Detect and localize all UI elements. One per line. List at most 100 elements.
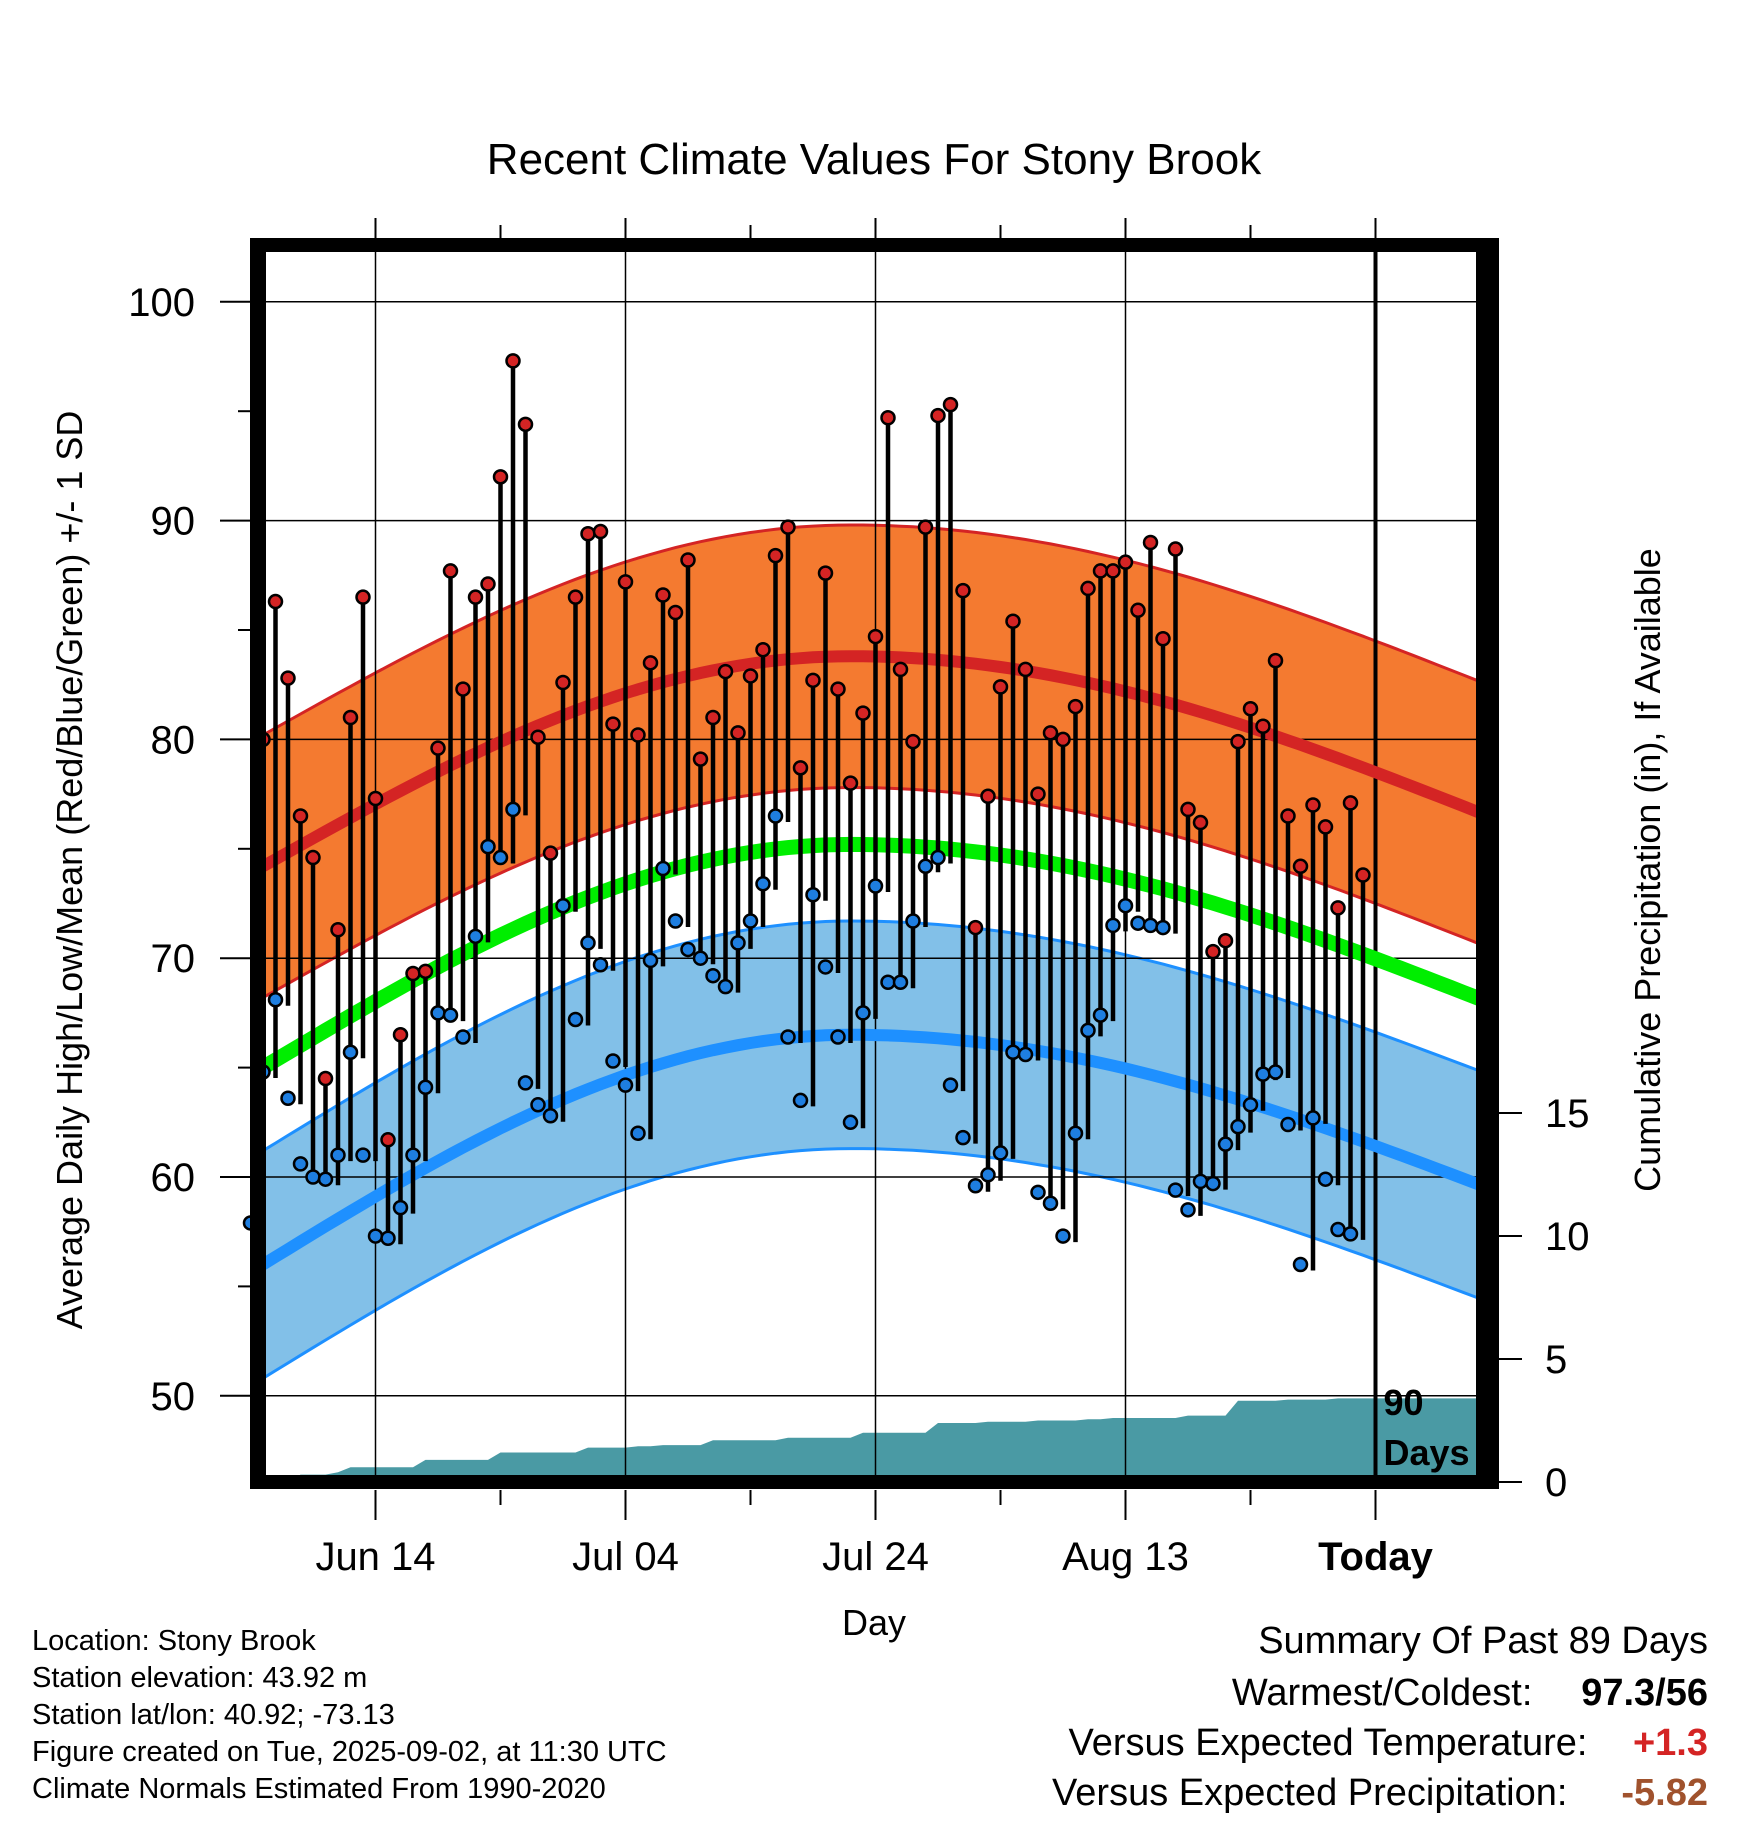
daily-high-point [1330, 900, 1346, 916]
daily-high-point [692, 751, 709, 767]
daily-high-point [1005, 613, 1021, 629]
daily-high-point [1280, 808, 1296, 824]
daily-high-point [1255, 718, 1271, 735]
daily-low-point [817, 959, 834, 975]
y2-axis-title: Cumulative Precipitation (in), If Availa… [1627, 548, 1668, 1192]
info-normals: Climate Normals Estimated From 1990-2020 [32, 1773, 606, 1805]
daily-high-point [655, 587, 671, 603]
daily-low-point [967, 1178, 984, 1194]
daily-high-point [580, 525, 596, 542]
daily-low-point [780, 1029, 796, 1045]
daily-low-point [442, 1007, 459, 1023]
daily-high-point [867, 628, 884, 645]
daily-low-point [930, 849, 946, 866]
daily-low-point [267, 992, 284, 1008]
daily-low-point [805, 886, 821, 903]
y2-tick-label: 10 [1545, 1215, 1590, 1259]
daily-low-point [1305, 1110, 1321, 1126]
daily-low-point [1217, 1136, 1234, 1152]
daily-high-point [1180, 801, 1196, 818]
daily-low-point [742, 913, 759, 929]
daily-high-point [905, 733, 921, 750]
daily-high-point [505, 353, 521, 369]
daily-low-point [617, 1077, 634, 1093]
daily-high-point [642, 655, 659, 671]
daily-high-point [380, 1132, 396, 1148]
daily-high-point [267, 593, 284, 610]
y-tick-label: 80 [151, 718, 196, 762]
daily-low-point [392, 1199, 409, 1216]
daily-low-point [567, 1011, 584, 1028]
daily-high-point [967, 919, 984, 936]
daily-low-point [1167, 1182, 1184, 1198]
daily-low-point [530, 1097, 546, 1113]
daily-low-point [955, 1129, 971, 1146]
daily-low-point [1055, 1228, 1071, 1244]
daily-high-point [955, 582, 971, 599]
daily-high-point [1130, 602, 1146, 619]
daily-low-point [1117, 897, 1134, 914]
daily-high-point [1205, 943, 1221, 960]
summary-temp-label: Versus Expected Temperature: [1068, 1722, 1588, 1764]
daily-low-point [1280, 1116, 1296, 1133]
daily-high-point [617, 574, 634, 590]
daily-low-point [367, 1228, 384, 1244]
daily-high-point [280, 670, 296, 686]
daily-observations [242, 353, 1371, 1273]
daily-high-point [630, 727, 646, 743]
daily-low-point [1005, 1044, 1021, 1061]
daily-high-point [480, 576, 496, 592]
daily-low-point [680, 941, 696, 958]
summary-warm-cold-label: Warmest/Coldest: [1231, 1672, 1533, 1714]
x-tick-label: Jun 14 [315, 1535, 435, 1579]
daily-high-point [305, 849, 321, 866]
daily-high-point [605, 716, 621, 732]
daily-low-point [480, 838, 496, 855]
daily-high-point [417, 963, 434, 980]
daily-low-point [292, 1156, 309, 1172]
daily-low-point [867, 878, 884, 894]
daily-high-point [555, 674, 571, 691]
daily-high-point [992, 679, 1009, 695]
daily-low-point [642, 952, 659, 969]
daily-high-point [705, 709, 721, 726]
daily-high-point [317, 1070, 334, 1087]
daily-low-point [917, 858, 934, 875]
daily-high-point [1267, 652, 1284, 669]
x-tick-label: Aug 13 [1062, 1535, 1189, 1579]
daily-high-point [942, 396, 959, 413]
daily-low-point [730, 935, 746, 951]
daily-low-point [1105, 917, 1121, 934]
daily-low-point [592, 957, 609, 973]
daily-low-point [1067, 1125, 1084, 1141]
today-window-label: 90 [1384, 1382, 1424, 1423]
x-axis-title: Day [842, 1602, 906, 1643]
daily-high-point [805, 672, 821, 689]
low-normal-line [259, 1028, 1491, 1270]
daily-low-point [692, 950, 709, 966]
daily-high-point [792, 760, 809, 776]
daily-high-point [742, 668, 759, 684]
daily-high-point [1192, 814, 1209, 831]
daily-low-point [942, 1077, 959, 1093]
daily-high-point [1167, 541, 1184, 557]
daily-high-point [817, 565, 834, 581]
x-tick-label: Jul 04 [572, 1535, 679, 1579]
daily-high-point [1155, 631, 1171, 647]
daily-low-point [717, 978, 734, 995]
daily-high-point [880, 410, 896, 426]
daily-low-point [1342, 1226, 1359, 1242]
daily-low-point [505, 801, 521, 818]
daily-low-point [667, 913, 684, 929]
daily-high-point [355, 589, 371, 605]
daily-low-point [380, 1230, 396, 1247]
daily-high-point [830, 681, 846, 697]
daily-low-point [1080, 1022, 1096, 1039]
daily-low-point [842, 1114, 859, 1131]
daily-high-point [717, 663, 734, 680]
daily-low-point [455, 1029, 471, 1045]
x-tick-label: Jul 24 [822, 1535, 929, 1579]
daily-low-point [705, 967, 721, 984]
daily-high-point [680, 552, 696, 568]
